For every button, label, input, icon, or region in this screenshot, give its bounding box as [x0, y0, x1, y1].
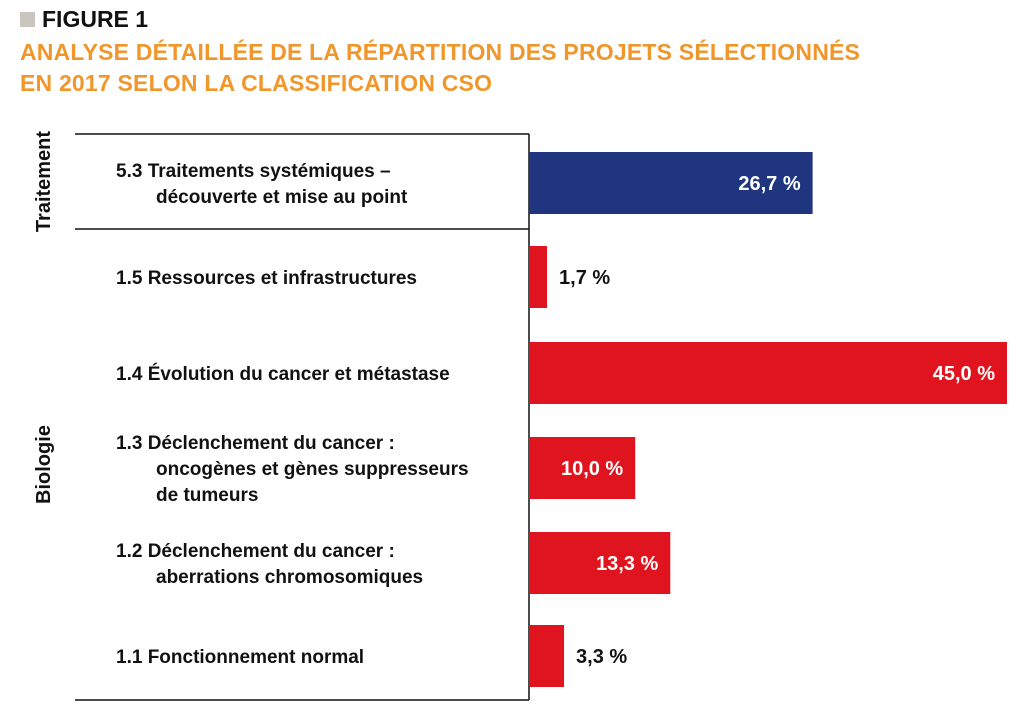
- category-label: découverte et mise au point: [156, 187, 408, 208]
- figure-marker-square: [20, 12, 35, 27]
- figure-title-line-2: EN 2017 SELON LA CLASSIFICATION CSO: [20, 70, 493, 96]
- category-label: 1.3 Déclenchement du cancer :: [116, 433, 395, 454]
- bar-value-label: 10,0 %: [561, 458, 623, 480]
- figure-number: FIGURE 1: [42, 6, 149, 32]
- category-label: 1.4 Évolution du cancer et métastase: [116, 363, 450, 385]
- bar: [529, 342, 1007, 404]
- figure-label: FIGURE 1: [20, 6, 860, 33]
- bar-value-label: 26,7 %: [738, 173, 800, 195]
- bar-value-label: 45,0 %: [933, 363, 995, 385]
- bar: [529, 532, 671, 594]
- category-label: 1.1 Fonctionnement normal: [116, 647, 364, 668]
- category-label: 1.2 Déclenchement du cancer :: [116, 541, 395, 562]
- bar-value-label: 13,3 %: [596, 553, 658, 575]
- bar: [529, 152, 813, 214]
- bar-value-label: 1,7 %: [559, 267, 610, 289]
- category-label: 5.3 Traitements systémiques –: [116, 161, 391, 182]
- bar: [529, 625, 565, 687]
- category-label: 1.5 Ressources et infrastructures: [116, 268, 417, 289]
- group-label-traitement: Traitement: [33, 131, 55, 232]
- group-label-biologie: Biologie: [33, 425, 55, 504]
- bar-value-label: 3,3 %: [576, 646, 627, 668]
- bar: [529, 246, 548, 308]
- figure-title-line-1: ANALYSE DÉTAILLÉE DE LA RÉPARTITION DES …: [20, 39, 861, 65]
- bar: [529, 437, 636, 499]
- category-label: aberrations chromosomiques: [156, 567, 423, 588]
- figure-title: ANALYSE DÉTAILLÉE DE LA RÉPARTITION DES …: [20, 37, 860, 99]
- category-label: de tumeurs: [156, 485, 258, 506]
- figure-header: FIGURE 1 ANALYSE DÉTAILLÉE DE LA RÉPARTI…: [20, 6, 860, 99]
- category-label: oncogènes et gènes suppresseurs: [156, 459, 469, 480]
